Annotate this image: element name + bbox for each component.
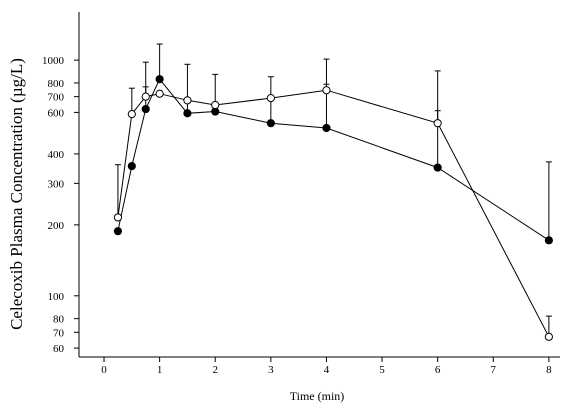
open-series-point bbox=[211, 100, 220, 110]
open-series-point bbox=[183, 96, 192, 105]
open-series-point bbox=[113, 213, 123, 222]
error-bars bbox=[114, 43, 552, 337]
x-axis-label: Time (min) bbox=[290, 389, 345, 403]
filled-series-point bbox=[322, 123, 331, 133]
filled-series-point bbox=[127, 162, 136, 171]
open-series-point bbox=[433, 119, 442, 128]
data-points bbox=[113, 75, 553, 341]
x-tick-label: 3 bbox=[268, 364, 274, 376]
x-tick-label: 6 bbox=[435, 364, 441, 376]
y-tick-label: 100 bbox=[48, 291, 65, 303]
y-axis-label: Celecoxib Plasma Concentration (µg/L) bbox=[7, 58, 26, 330]
open-series-point bbox=[141, 92, 150, 101]
y-tick-label: 600 bbox=[48, 107, 65, 119]
x-tick-label: 5 bbox=[379, 364, 385, 376]
x-tick-label: 2 bbox=[212, 364, 218, 376]
x-tick-label: 8 bbox=[546, 364, 552, 376]
filled-series-point bbox=[113, 227, 123, 236]
y-tick-label: 1000 bbox=[42, 55, 65, 67]
x-tick-label: 7 bbox=[491, 364, 497, 376]
tick-marks bbox=[74, 59, 550, 362]
y-tick-label: 400 bbox=[48, 149, 65, 161]
axes bbox=[78, 12, 560, 358]
y-tick-label: 70 bbox=[53, 327, 65, 339]
filled-series-line bbox=[117, 78, 550, 241]
filled-series-point bbox=[141, 104, 150, 114]
y-tick-label: 800 bbox=[48, 78, 65, 90]
open-series-point bbox=[266, 93, 275, 103]
y-tick-label: 700 bbox=[48, 92, 65, 104]
x-tick-label: 0 bbox=[101, 364, 107, 376]
filled-series-point bbox=[266, 119, 275, 128]
series-lines bbox=[117, 78, 550, 338]
filled-series-point bbox=[155, 75, 164, 84]
x-tick-label: 4 bbox=[324, 364, 330, 376]
open-series-point bbox=[155, 89, 164, 98]
y-tick-label: 80 bbox=[53, 314, 65, 326]
open-series-point bbox=[322, 86, 331, 95]
y-tick-label: 300 bbox=[48, 178, 65, 190]
filled-series-point bbox=[544, 236, 553, 245]
y-tick-label: 200 bbox=[48, 220, 65, 232]
open-series-line bbox=[117, 89, 550, 338]
filled-series-point bbox=[433, 163, 442, 172]
filled-series-point bbox=[183, 109, 192, 118]
y-tick-label: 60 bbox=[53, 343, 65, 355]
open-series-point bbox=[127, 110, 136, 119]
open-series-point bbox=[544, 332, 553, 341]
x-tick-label: 1 bbox=[157, 364, 163, 376]
